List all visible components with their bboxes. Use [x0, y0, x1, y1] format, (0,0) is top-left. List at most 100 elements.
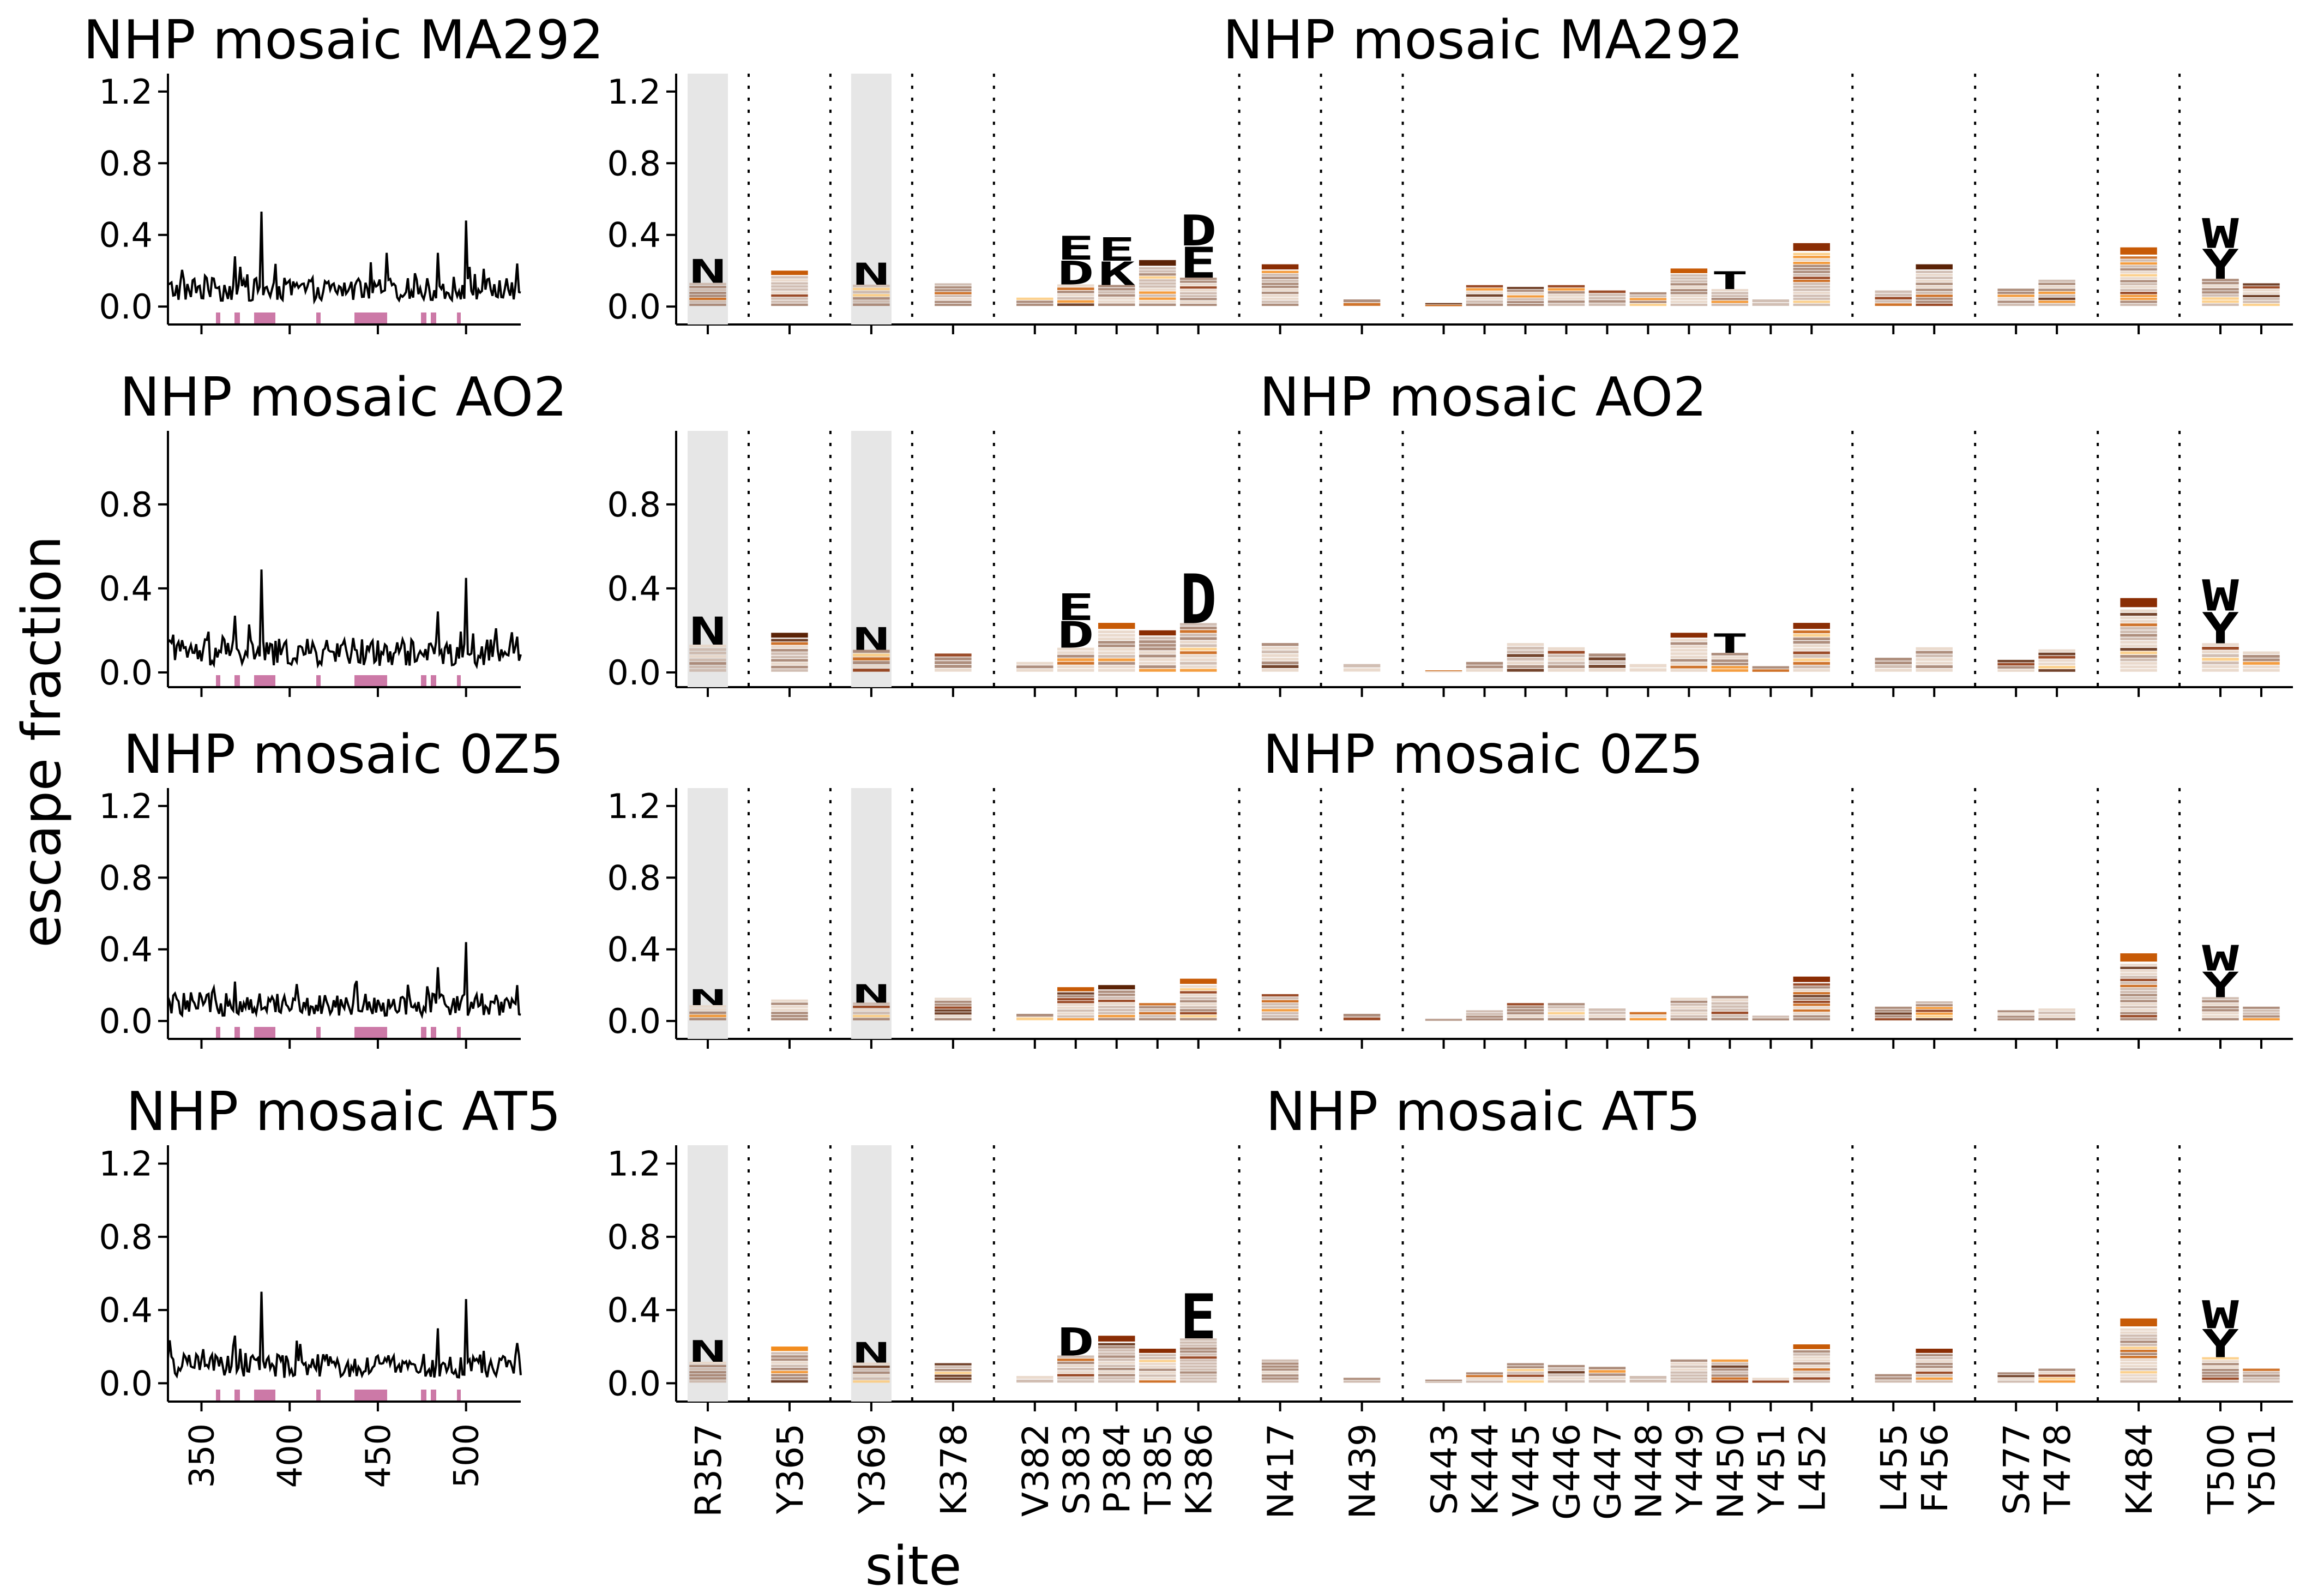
- logo-letter: [1098, 1364, 1135, 1367]
- logo-letter: [1670, 277, 1708, 280]
- logo-letter: [1793, 300, 1831, 303]
- logo-letter: [771, 1014, 808, 1018]
- logo-letter: N: [689, 610, 726, 654]
- logo-stack: [1875, 1006, 1912, 1021]
- logo-letter: [689, 1018, 726, 1020]
- logo-letter: [1425, 1020, 1462, 1021]
- logo-letter: [1139, 267, 1176, 270]
- site-label: N439: [1342, 1423, 1384, 1519]
- logo-letter: [1629, 1376, 1667, 1379]
- logo-letter: [689, 1005, 726, 1008]
- logo-letter: Y: [2202, 241, 2239, 288]
- logo-letter: [1466, 662, 1503, 665]
- logo-letter: [1179, 630, 1217, 633]
- logo-letter: [2202, 1374, 2239, 1377]
- logo-letter: [2120, 598, 2157, 608]
- logo-letter: [1670, 1012, 1708, 1015]
- logo-letter: [771, 648, 808, 652]
- logo-letter: [1507, 1009, 1544, 1012]
- logo-letter: [1711, 292, 1749, 294]
- logo-letter: D: [1180, 206, 1217, 256]
- logo-letter: [2120, 286, 2157, 288]
- logo-letter: [2120, 616, 2157, 620]
- logo-letter: [2120, 648, 2157, 651]
- logo-letter: [689, 1008, 726, 1011]
- logo-letter: [771, 1008, 808, 1012]
- logo-letter: [1179, 1368, 1217, 1371]
- logo-letter: [935, 1363, 972, 1366]
- logo-letter: [1629, 1015, 1667, 1018]
- site-label: Y365: [769, 1423, 811, 1514]
- logo-letter: [1139, 1012, 1176, 1015]
- logo-letter: [689, 297, 726, 300]
- logo-letter: [2120, 1331, 2157, 1334]
- logo-letter: [1179, 1374, 1217, 1377]
- logo-stack: [1588, 1367, 1626, 1383]
- logo-letter: [1057, 1018, 1094, 1021]
- logo-letter: [2202, 1015, 2239, 1018]
- logo-stack: [1016, 297, 1053, 306]
- logo-letter: [2038, 649, 2075, 652]
- logo-letter: [1098, 662, 1135, 665]
- logo-letter: [1139, 1380, 1176, 1383]
- logo-letter: [1139, 1003, 1176, 1006]
- logo-letter: [1139, 1015, 1176, 1018]
- logo-stack: [1098, 623, 1135, 672]
- logo-letter: [2120, 1362, 2157, 1364]
- logo-letter: [1916, 1015, 1953, 1018]
- logo-letter: [853, 1005, 890, 1008]
- logo-letter: [1507, 295, 1544, 298]
- region-marker: [254, 1390, 275, 1400]
- logo-letter: [1670, 645, 1708, 648]
- logo-letter: E: [1180, 1281, 1217, 1353]
- logo-letter: [1057, 1377, 1094, 1380]
- logo-letter: [1098, 644, 1135, 647]
- site-label: K386: [1178, 1423, 1220, 1516]
- logo-letter: [1098, 654, 1135, 658]
- logo-stack: [1507, 1363, 1544, 1383]
- logo-stack: [1425, 303, 1462, 306]
- logo-letter: [1670, 283, 1708, 286]
- logo-letter: [2120, 282, 2157, 286]
- logo-letter: [1261, 650, 1299, 653]
- logo-letter: [1343, 1014, 1381, 1017]
- logo-letter: [2120, 1374, 2157, 1377]
- y-tick-label: 0.8: [607, 858, 661, 898]
- logo-letter: [1466, 1013, 1503, 1015]
- logo-letter: [935, 1009, 972, 1012]
- logo-panel-title: NHP mosaic 0Z5: [1263, 724, 1703, 786]
- logo-letter: [1179, 985, 1217, 988]
- logo-letter: [853, 661, 890, 664]
- logo-letter: [1179, 1347, 1217, 1350]
- logo-letter: [1098, 665, 1135, 669]
- logo-letter: [1261, 264, 1299, 270]
- logo-letter: [1588, 665, 1626, 668]
- logo-letter: [2202, 300, 2239, 303]
- logo-letter: [2120, 259, 2157, 262]
- logo-letter: [1711, 1374, 1749, 1377]
- logo-letter: [1179, 1353, 1217, 1356]
- logo-letter: [1507, 300, 1544, 303]
- logo-stack: [1507, 287, 1544, 306]
- logo-letter: [1466, 303, 1503, 306]
- logo-letter: [1875, 293, 1912, 297]
- logo-letter: [1875, 658, 1912, 661]
- logo-letter: [1548, 300, 1585, 303]
- logo-letter: [1179, 303, 1217, 306]
- logo-letter: [1793, 658, 1831, 662]
- logo-letter: [2038, 279, 2075, 282]
- logo-letter: [1752, 669, 1790, 672]
- logo-stack: [1343, 1378, 1381, 1383]
- escape-line: [167, 569, 522, 670]
- logo-letter: [2120, 662, 2157, 665]
- y-tick-label: 0.8: [99, 143, 153, 183]
- logo-letter: [1057, 1006, 1094, 1009]
- logo-letter: [1629, 1018, 1667, 1021]
- logo-letter: [1588, 1018, 1626, 1020]
- logo-letter: [1098, 1352, 1135, 1355]
- logo-letter: [1098, 288, 1135, 291]
- logo-letter: [771, 1352, 808, 1355]
- logo-letter: [1261, 1374, 1299, 1377]
- logo-letter: [935, 294, 972, 298]
- logo-stack: [1507, 643, 1544, 672]
